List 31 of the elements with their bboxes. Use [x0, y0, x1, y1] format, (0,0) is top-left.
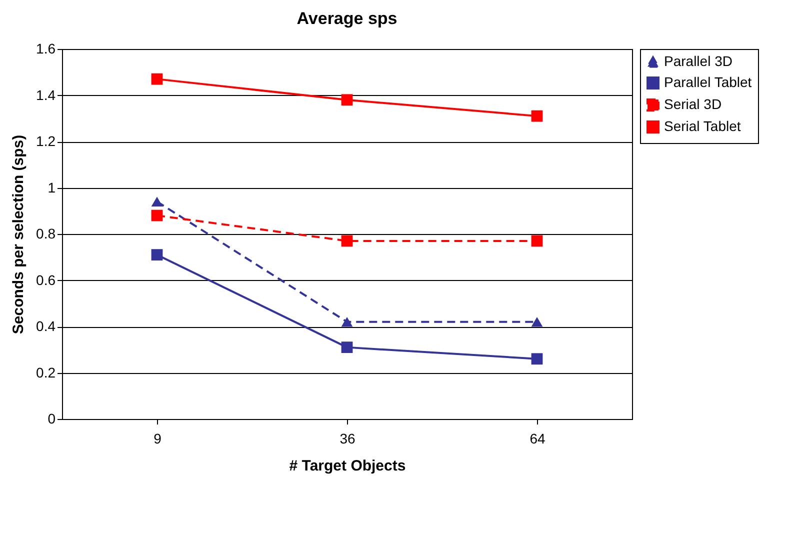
- x-axis-title: # Target Objects: [289, 458, 406, 474]
- y-tick-label: 0: [48, 410, 56, 426]
- legend-label: Serial 3D: [664, 96, 722, 112]
- point: [151, 196, 163, 207]
- y-axis-title: Seconds per selection (sps): [10, 134, 28, 334]
- y-tick-label: 0.8: [36, 226, 56, 242]
- y-tick-label: 1.6: [36, 40, 56, 56]
- y-tick-label: 0.4: [36, 318, 56, 334]
- point: [341, 94, 353, 106]
- point: [151, 249, 163, 261]
- point: [341, 342, 353, 354]
- x-tick-label: 36: [340, 430, 356, 446]
- y-tick-label: 1.2: [36, 133, 56, 149]
- y-tick-label: 1.4: [36, 86, 56, 103]
- y-tick-label: 0.2: [36, 364, 56, 380]
- point: [341, 316, 353, 327]
- legend-label: Parallel Tablet: [664, 74, 752, 90]
- point: [531, 110, 543, 122]
- point: [151, 210, 163, 222]
- point: [341, 235, 353, 247]
- x-tick-label: 9: [154, 430, 162, 446]
- point: [531, 316, 543, 327]
- point: [531, 235, 543, 247]
- chart-title: Average sps: [296, 9, 398, 28]
- point: [151, 73, 163, 85]
- x-tick-label: 64: [530, 430, 546, 446]
- y-tick-label: 0.6: [36, 272, 56, 288]
- y-tick-label: 1: [48, 179, 56, 196]
- legend-label: Parallel 3D: [664, 53, 732, 69]
- point: [531, 353, 543, 365]
- legend-label: Serial Tablet: [664, 118, 741, 134]
